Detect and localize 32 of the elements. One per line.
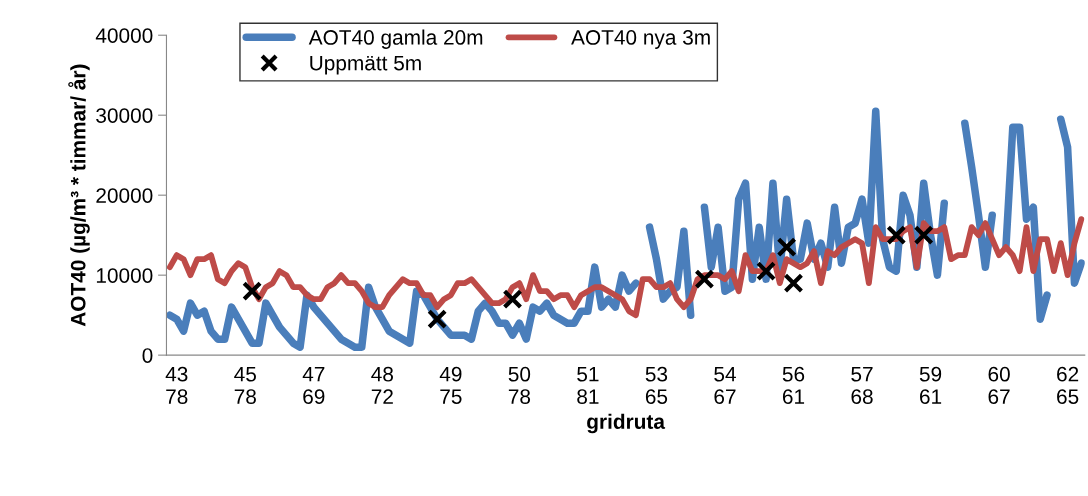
x-tick-label: 49 75 [439, 366, 462, 404]
x-tick-label: 54 67 [714, 367, 736, 404]
x-tick-label: 43 78 [165, 366, 188, 404]
point [242, 281, 263, 302]
x-tick-label: 45 78 [234, 367, 256, 404]
x-tick-label: 56 61 [782, 366, 805, 404]
legend-label: AOT40 gamla 20m [308, 29, 483, 49]
point [502, 289, 523, 310]
y-tick-label: 40000 [95, 28, 153, 43]
y-tick-label: 30000 [96, 108, 153, 123]
legend-label: AOT40 nya 3m [571, 30, 710, 49]
x-tick-label: 60 67 [988, 366, 1010, 404]
x-tick-label: 57 68 [851, 367, 873, 404]
x-tick-label: 53 65 [645, 366, 668, 404]
point [776, 237, 797, 258]
x-tick-label: 47 69 [302, 367, 325, 404]
point [913, 225, 934, 246]
point [694, 269, 715, 290]
x-tick-label: 48 72 [371, 366, 394, 404]
y-axis-title: AOT40 (µg/m³ * timmar/ år) [68, 64, 90, 327]
point [783, 273, 804, 294]
y-tick-label: 20000 [96, 188, 153, 203]
x-tick-label: 50 78 [508, 366, 531, 404]
x-tick-label: 62 65 [1057, 366, 1079, 404]
x-axis-title: gridruta [587, 413, 666, 434]
x-tick-label: 59 61 [919, 366, 942, 404]
point [756, 261, 777, 282]
y-tick-label: 10000 [96, 268, 153, 283]
y-tick-label: 0 [142, 348, 153, 363]
legend-label: Uppmätt 5m [310, 55, 421, 75]
point [886, 225, 907, 246]
point [427, 309, 448, 330]
